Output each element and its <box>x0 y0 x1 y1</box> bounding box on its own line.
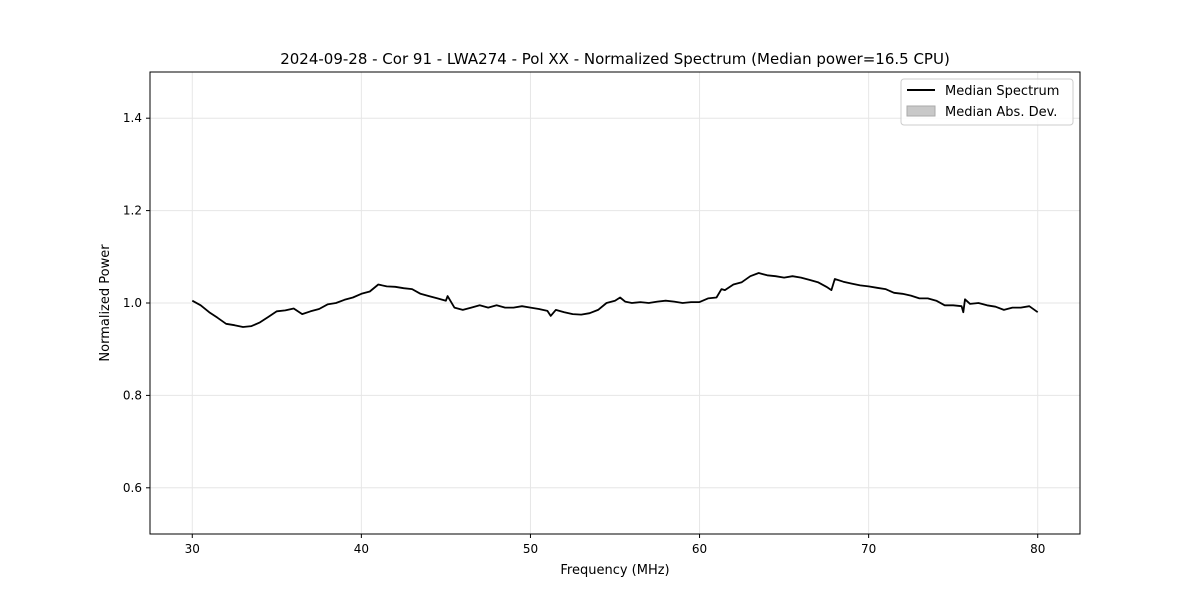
x-tick-label: 50 <box>523 542 538 556</box>
y-axis-label: Normalized Power <box>98 244 113 362</box>
legend-label-mad: Median Abs. Dev. <box>945 105 1057 120</box>
median-spectrum-line <box>191 272 1039 328</box>
y-tick-label: 1.4 <box>123 111 142 125</box>
x-axis-label: Frequency (MHz) <box>560 563 669 578</box>
legend: Median Spectrum Median Abs. Dev. <box>900 78 1074 126</box>
x-tick-label: 40 <box>354 542 369 556</box>
grid-lines <box>150 72 1080 534</box>
x-tick-label: 80 <box>1030 542 1045 556</box>
x-tick-label: 60 <box>692 542 707 556</box>
legend-label-median-spectrum: Median Spectrum <box>945 84 1059 99</box>
legend-fill-swatch <box>906 105 936 117</box>
y-tick-label: 0.8 <box>123 388 142 402</box>
chart-title: 2024-09-28 - Cor 91 - LWA274 - Pol XX - … <box>280 50 950 68</box>
x-tick-label: 70 <box>861 542 876 556</box>
y-tick-label: 1.2 <box>123 204 142 218</box>
y-tick-label: 1.0 <box>123 296 142 310</box>
axis-ticks: 30 40 50 60 70 80 0.6 0.8 1.0 1.2 1.4 <box>123 111 1045 556</box>
x-tick-label: 30 <box>185 542 200 556</box>
y-tick-label: 0.6 <box>123 481 142 495</box>
legend-box <box>900 78 1074 126</box>
series-group <box>191 272 1039 328</box>
